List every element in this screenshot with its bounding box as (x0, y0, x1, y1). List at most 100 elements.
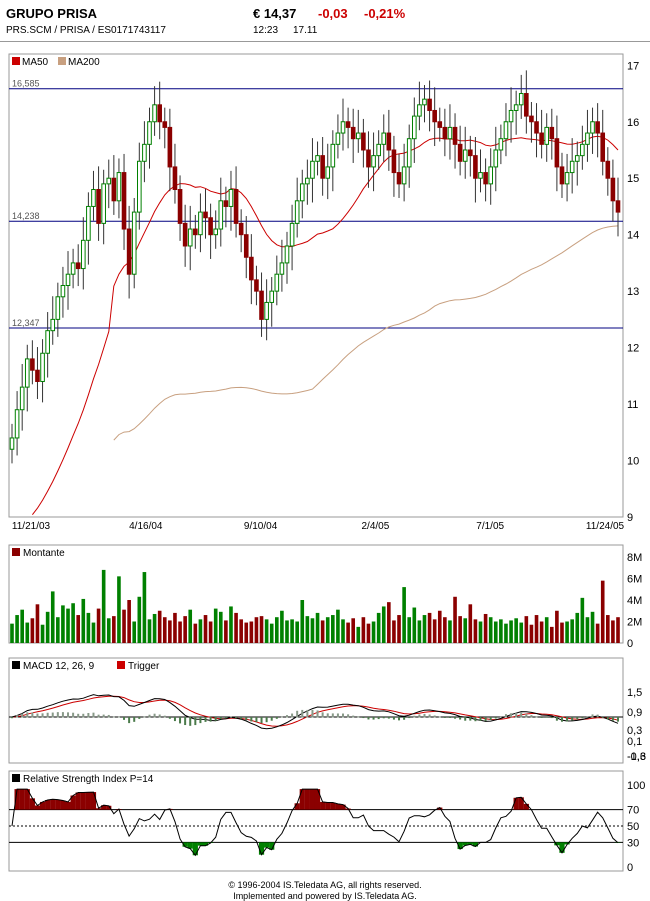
candle-body (255, 280, 259, 291)
price-y-tick-label: 14 (627, 230, 639, 242)
candle-body (10, 438, 14, 449)
volume-y-tick-label: 0 (627, 638, 633, 650)
rsi-oversold-fill (559, 842, 564, 852)
date-axis-label: 7/1/05 (476, 521, 504, 532)
volume-bar (168, 620, 172, 643)
candle-body (122, 173, 126, 229)
candle-body (331, 144, 335, 167)
volume-bar (423, 615, 427, 643)
price-y-tick-label: 10 (627, 456, 639, 468)
volume-bar (102, 570, 106, 643)
rsi-y-tick-label: 50 (627, 821, 639, 833)
price-y-tick-label: 17 (627, 60, 639, 72)
rsi-y-tick-label: 100 (627, 780, 645, 792)
volume-bar (611, 620, 615, 643)
candle-body (484, 173, 488, 184)
volume-bar (570, 619, 574, 643)
rsi-overbought-fill (20, 789, 25, 810)
candle-body (275, 274, 279, 291)
candle-body (596, 122, 600, 133)
price-panel-frame (9, 54, 623, 517)
rsi-overbought-fill (55, 800, 60, 810)
volume-bar (199, 619, 203, 643)
candle-body (173, 167, 177, 190)
volume-bar (535, 615, 539, 643)
candle-body (448, 127, 452, 138)
volume-bar (219, 612, 223, 643)
candle-body (418, 105, 422, 116)
volume-bar (194, 624, 198, 643)
volume-bar (443, 617, 447, 643)
candle-body (565, 173, 569, 184)
volume-bar (499, 619, 503, 643)
candle-body (326, 167, 330, 178)
volume-bar (392, 620, 396, 643)
candle-body (158, 105, 162, 122)
candle-body (362, 133, 366, 150)
volume-bar (616, 617, 620, 643)
volume-bar (87, 613, 91, 643)
volume-bar (428, 613, 432, 643)
volume-bar (112, 616, 116, 643)
volume-bar (290, 619, 294, 643)
volume-bar (224, 620, 228, 643)
volume-y-tick-label: 2M (627, 617, 642, 629)
rsi-overbought-fill (76, 792, 81, 809)
volume-bar (183, 616, 187, 643)
volume-bar (387, 602, 391, 643)
macd-y-tick-label: 0,9 (627, 707, 642, 719)
price-y-tick-label: 11 (627, 399, 638, 411)
candle-body (163, 122, 167, 128)
volume-bar (407, 617, 411, 643)
candle-body (41, 353, 45, 381)
candle-body (351, 127, 355, 138)
candle-body (438, 122, 442, 128)
volume-bar (586, 617, 590, 643)
volume-bar (316, 613, 320, 643)
volume-bar (504, 624, 508, 643)
volume-bar (581, 598, 585, 643)
candle-body (397, 173, 401, 184)
candle-body (463, 150, 467, 161)
price-y-tick-label: 13 (627, 286, 639, 298)
candle-body (107, 178, 111, 184)
volume-bar (275, 617, 279, 643)
macd-legend-label: MACD 12, 26, 9 (23, 661, 95, 672)
volume-bar (341, 619, 345, 643)
legend-rsi-swatch (12, 774, 20, 782)
volume-bar (382, 606, 386, 643)
volume-bar (132, 622, 136, 644)
volume-bar (489, 617, 493, 643)
volume-bar (15, 615, 19, 643)
candle-body (219, 201, 223, 229)
volume-bar (295, 622, 299, 644)
rsi-overbought-fill (50, 799, 55, 809)
candle-body (525, 94, 529, 117)
rsi-overbought-fill (330, 803, 335, 810)
candle-body (387, 133, 391, 150)
volume-bar (560, 623, 564, 643)
macd-panel-frame (9, 658, 623, 763)
volume-bar (71, 603, 75, 643)
candle-body (102, 184, 106, 224)
rsi-overbought-fill (300, 789, 305, 810)
rsi-overbought-fill (81, 792, 86, 809)
volume-bar (306, 616, 310, 643)
volume-bar (514, 618, 518, 643)
rsi-overbought-fill (91, 792, 96, 810)
candle-body (61, 286, 65, 297)
candle-body (183, 223, 187, 246)
candle-body (611, 178, 615, 201)
volume-bar (92, 623, 96, 643)
candle-body (494, 150, 498, 167)
volume-bar (143, 572, 147, 643)
volume-bar (336, 610, 340, 643)
candle-body (209, 218, 213, 235)
candle-body (474, 156, 478, 179)
candle-body (601, 133, 605, 161)
legend-ma50-swatch (12, 57, 20, 65)
candle-body (280, 263, 284, 274)
candle-body (321, 156, 325, 179)
candle-body (15, 410, 19, 438)
volume-bar (525, 616, 529, 643)
